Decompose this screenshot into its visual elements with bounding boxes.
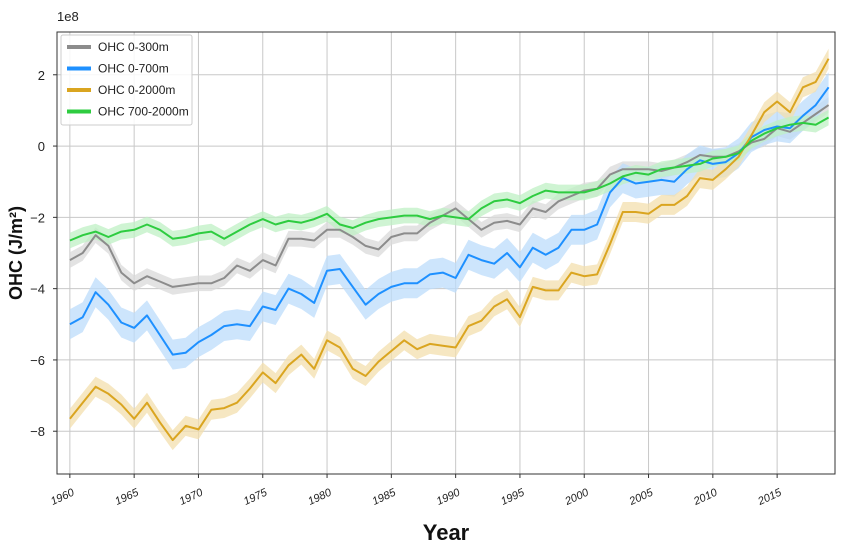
- x-tick-label: 1965: [113, 486, 141, 508]
- x-tick-label: 1960: [49, 486, 77, 508]
- series-line-4: [69, 116, 830, 242]
- series-line-2: [69, 86, 830, 356]
- y-tick-label: −6: [30, 353, 45, 368]
- legend-label: OHC 0-300m: [98, 40, 169, 54]
- legend-label: OHC 0-2000m: [98, 83, 175, 97]
- legend-label: OHC 0-700m: [98, 62, 169, 76]
- y-tick-label: −2: [30, 210, 45, 225]
- x-tick-label: 1990: [435, 486, 463, 508]
- x-tick-label: 1985: [370, 486, 398, 508]
- series-band-1: [69, 97, 829, 295]
- x-tick-label: 2005: [627, 486, 656, 508]
- y-tick-label: −8: [30, 424, 45, 439]
- series-line-1: [69, 104, 830, 288]
- y-multiplier: 1e8: [57, 9, 79, 24]
- uncertainty-bands: [69, 48, 829, 451]
- series-lines: [69, 58, 830, 442]
- series-line-3: [69, 58, 830, 442]
- series-band-3: [69, 48, 829, 451]
- legend: OHC 0-300m OHC 0-700m OHC 0-2000m OHC 700-2…: [60, 34, 193, 126]
- x-tick-label: 2010: [691, 486, 720, 508]
- y-tick-label: −4: [30, 282, 45, 297]
- y-tick-label: 0: [38, 139, 45, 154]
- x-tick-label: 2015: [755, 486, 784, 508]
- series-band-4: [69, 109, 829, 249]
- legend-label: OHC 700-2000m: [98, 105, 189, 119]
- y-ticks: 2 0 −2 −4 −6 −8: [30, 68, 57, 439]
- x-tick-label: 1980: [306, 486, 334, 508]
- x-tick-label: 1975: [242, 486, 270, 508]
- legend-box: [60, 34, 193, 126]
- x-ticks: 1960 1965 1970 1975 1980 1985 1990 1995 2000 2005…: [49, 474, 784, 508]
- x-tick-label: 1970: [178, 486, 206, 508]
- y-tick-label: 2: [38, 68, 45, 83]
- plot-frame: [56, 31, 836, 475]
- x-tick-label: 1995: [499, 486, 527, 508]
- x-axis-title: Year: [423, 520, 470, 545]
- x-tick-label: 2000: [562, 486, 591, 508]
- y-axis-title: OHC (J/m²): [6, 206, 26, 300]
